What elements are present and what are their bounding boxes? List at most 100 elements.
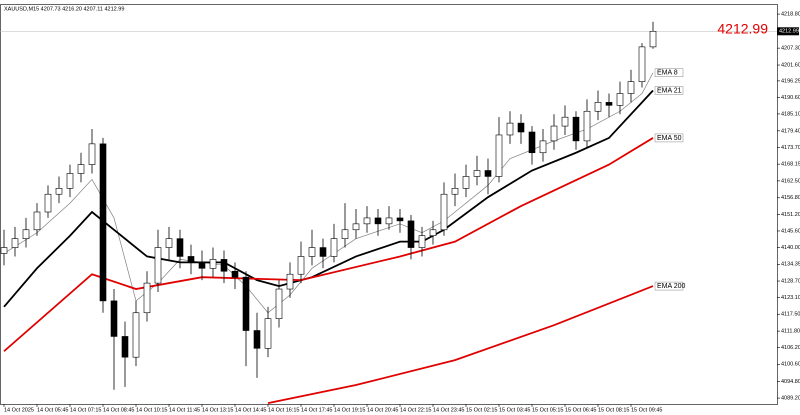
x-tick-label: 15 Oct 03:45 (499, 407, 531, 413)
ema-label: EMA 200 (657, 283, 686, 290)
ema-label: EMA 50 (657, 135, 682, 142)
candle-body (88, 143, 96, 165)
ema-line (3, 89, 654, 308)
candle-body (165, 238, 173, 248)
candle-body (66, 173, 74, 189)
ema-label: EMA 21 (657, 87, 682, 94)
candle-body (594, 102, 602, 112)
y-tick-label: 4123.10 (781, 295, 800, 301)
candle-body (209, 259, 217, 269)
x-tick-label: 14 Oct 20:45 (367, 407, 399, 413)
candle-body (627, 81, 635, 94)
x-tick-label: 15 Oct 06:45 (565, 407, 597, 413)
candle-body (44, 193, 52, 213)
x-tick-label: 15 Oct 09:45 (631, 407, 663, 413)
y-tick-label: 4128.70 (781, 278, 800, 284)
candle-body (462, 176, 470, 189)
candle-body (484, 170, 492, 177)
candle-body (363, 217, 371, 225)
candle-body (583, 110, 591, 142)
x-tick-label: 14 Oct 23:45 (433, 407, 465, 413)
candle-body (11, 238, 19, 248)
candle-body (176, 238, 184, 257)
x-tick-label: 14 Oct 2025 (4, 407, 34, 413)
candle-body (110, 300, 118, 337)
x-tick-label: 14 Oct 16:15 (268, 407, 300, 413)
y-tick-label: 4218.80 (781, 12, 800, 18)
x-tick-label: 15 Oct 05:15 (532, 407, 564, 413)
candle-body (429, 229, 437, 237)
y-tick-label: 4111.80 (781, 329, 800, 335)
y-tick-label: 4151.20 (781, 212, 800, 218)
candle-body (572, 116, 580, 142)
candle-body (396, 217, 404, 222)
candle-body (220, 259, 228, 272)
chart-title: XAUUSD,M15 4207.73 4216.20 4207.11 4212.… (4, 6, 124, 12)
x-tick-label: 14 Oct 08:45 (103, 407, 135, 413)
y-tick-label: 4145.60 (781, 228, 800, 234)
candle-body (99, 143, 107, 302)
y-tick-label: 4201.60 (781, 62, 800, 68)
price-tag (777, 27, 799, 36)
candle-body (275, 288, 283, 319)
candle-body (407, 220, 415, 248)
x-tick-label: 14 Oct 14:45 (235, 407, 267, 413)
candle-body (561, 116, 569, 127)
candle-body (638, 46, 646, 82)
candle-body (143, 282, 151, 314)
y-tick-label: 4117.50 (781, 312, 800, 318)
candle-body (286, 273, 294, 290)
x-tick-label: 14 Oct 13:15 (202, 407, 234, 413)
y-tick-label: 4094.80 (781, 379, 800, 385)
x-tick-label: 14 Oct 19:15 (334, 407, 366, 413)
candle-body (385, 217, 393, 225)
x-tick-label: 14 Oct 10:15 (136, 407, 168, 413)
x-tick-label: 15 Oct 02:15 (466, 407, 498, 413)
candle-body (473, 170, 481, 177)
candle-body (154, 247, 162, 284)
candle-body (649, 30, 657, 48)
candle-body (374, 217, 382, 225)
ema-label-box (654, 133, 684, 143)
candle-body (264, 318, 272, 349)
candle-body (55, 187, 63, 195)
y-tick-label: 4173.70 (781, 145, 800, 151)
candle-body (330, 238, 338, 257)
y-tick-label: 4106.20 (781, 345, 800, 351)
y-tick-label: 4179.40 (781, 128, 800, 134)
ema-label-box (654, 281, 684, 291)
candle-body (539, 140, 547, 154)
candle-body (517, 122, 525, 133)
candle-body (528, 131, 536, 154)
candle-body (605, 102, 613, 106)
candle-body (198, 262, 206, 269)
candle-body (297, 256, 305, 275)
ema-label-box (654, 86, 684, 95)
x-tick-label: 14 Oct 07:15 (70, 407, 102, 413)
candle-body (0, 247, 8, 254)
x-tick-label: 15 Oct 08:15 (598, 407, 630, 413)
plot-frame (0, 4, 778, 405)
big-price: 4212.99 (717, 21, 768, 37)
x-tick-label: 14 Oct 22:15 (400, 407, 432, 413)
candle-body (550, 125, 558, 142)
y-tick-label: 4207.30 (781, 46, 800, 52)
candle-body (22, 229, 30, 239)
candle-body (341, 229, 349, 239)
candle-body (440, 193, 448, 231)
candle-body (451, 187, 459, 195)
ema-label: EMA 8 (657, 70, 678, 77)
candle-body (616, 93, 624, 106)
ema-label-box (654, 68, 684, 77)
candle-body (121, 336, 129, 358)
x-tick-label: 14 Oct 17:45 (301, 407, 333, 413)
candle-body (352, 223, 360, 231)
y-tick-label: 4168.15 (781, 162, 800, 168)
y-tick-label: 4100.60 (781, 362, 800, 368)
candle-body (77, 164, 85, 174)
candle-body (33, 211, 41, 231)
x-tick-label: 14 Oct 11:45 (169, 407, 200, 413)
candle-body (231, 270, 239, 278)
y-tick-label: 4162.50 (781, 178, 800, 184)
